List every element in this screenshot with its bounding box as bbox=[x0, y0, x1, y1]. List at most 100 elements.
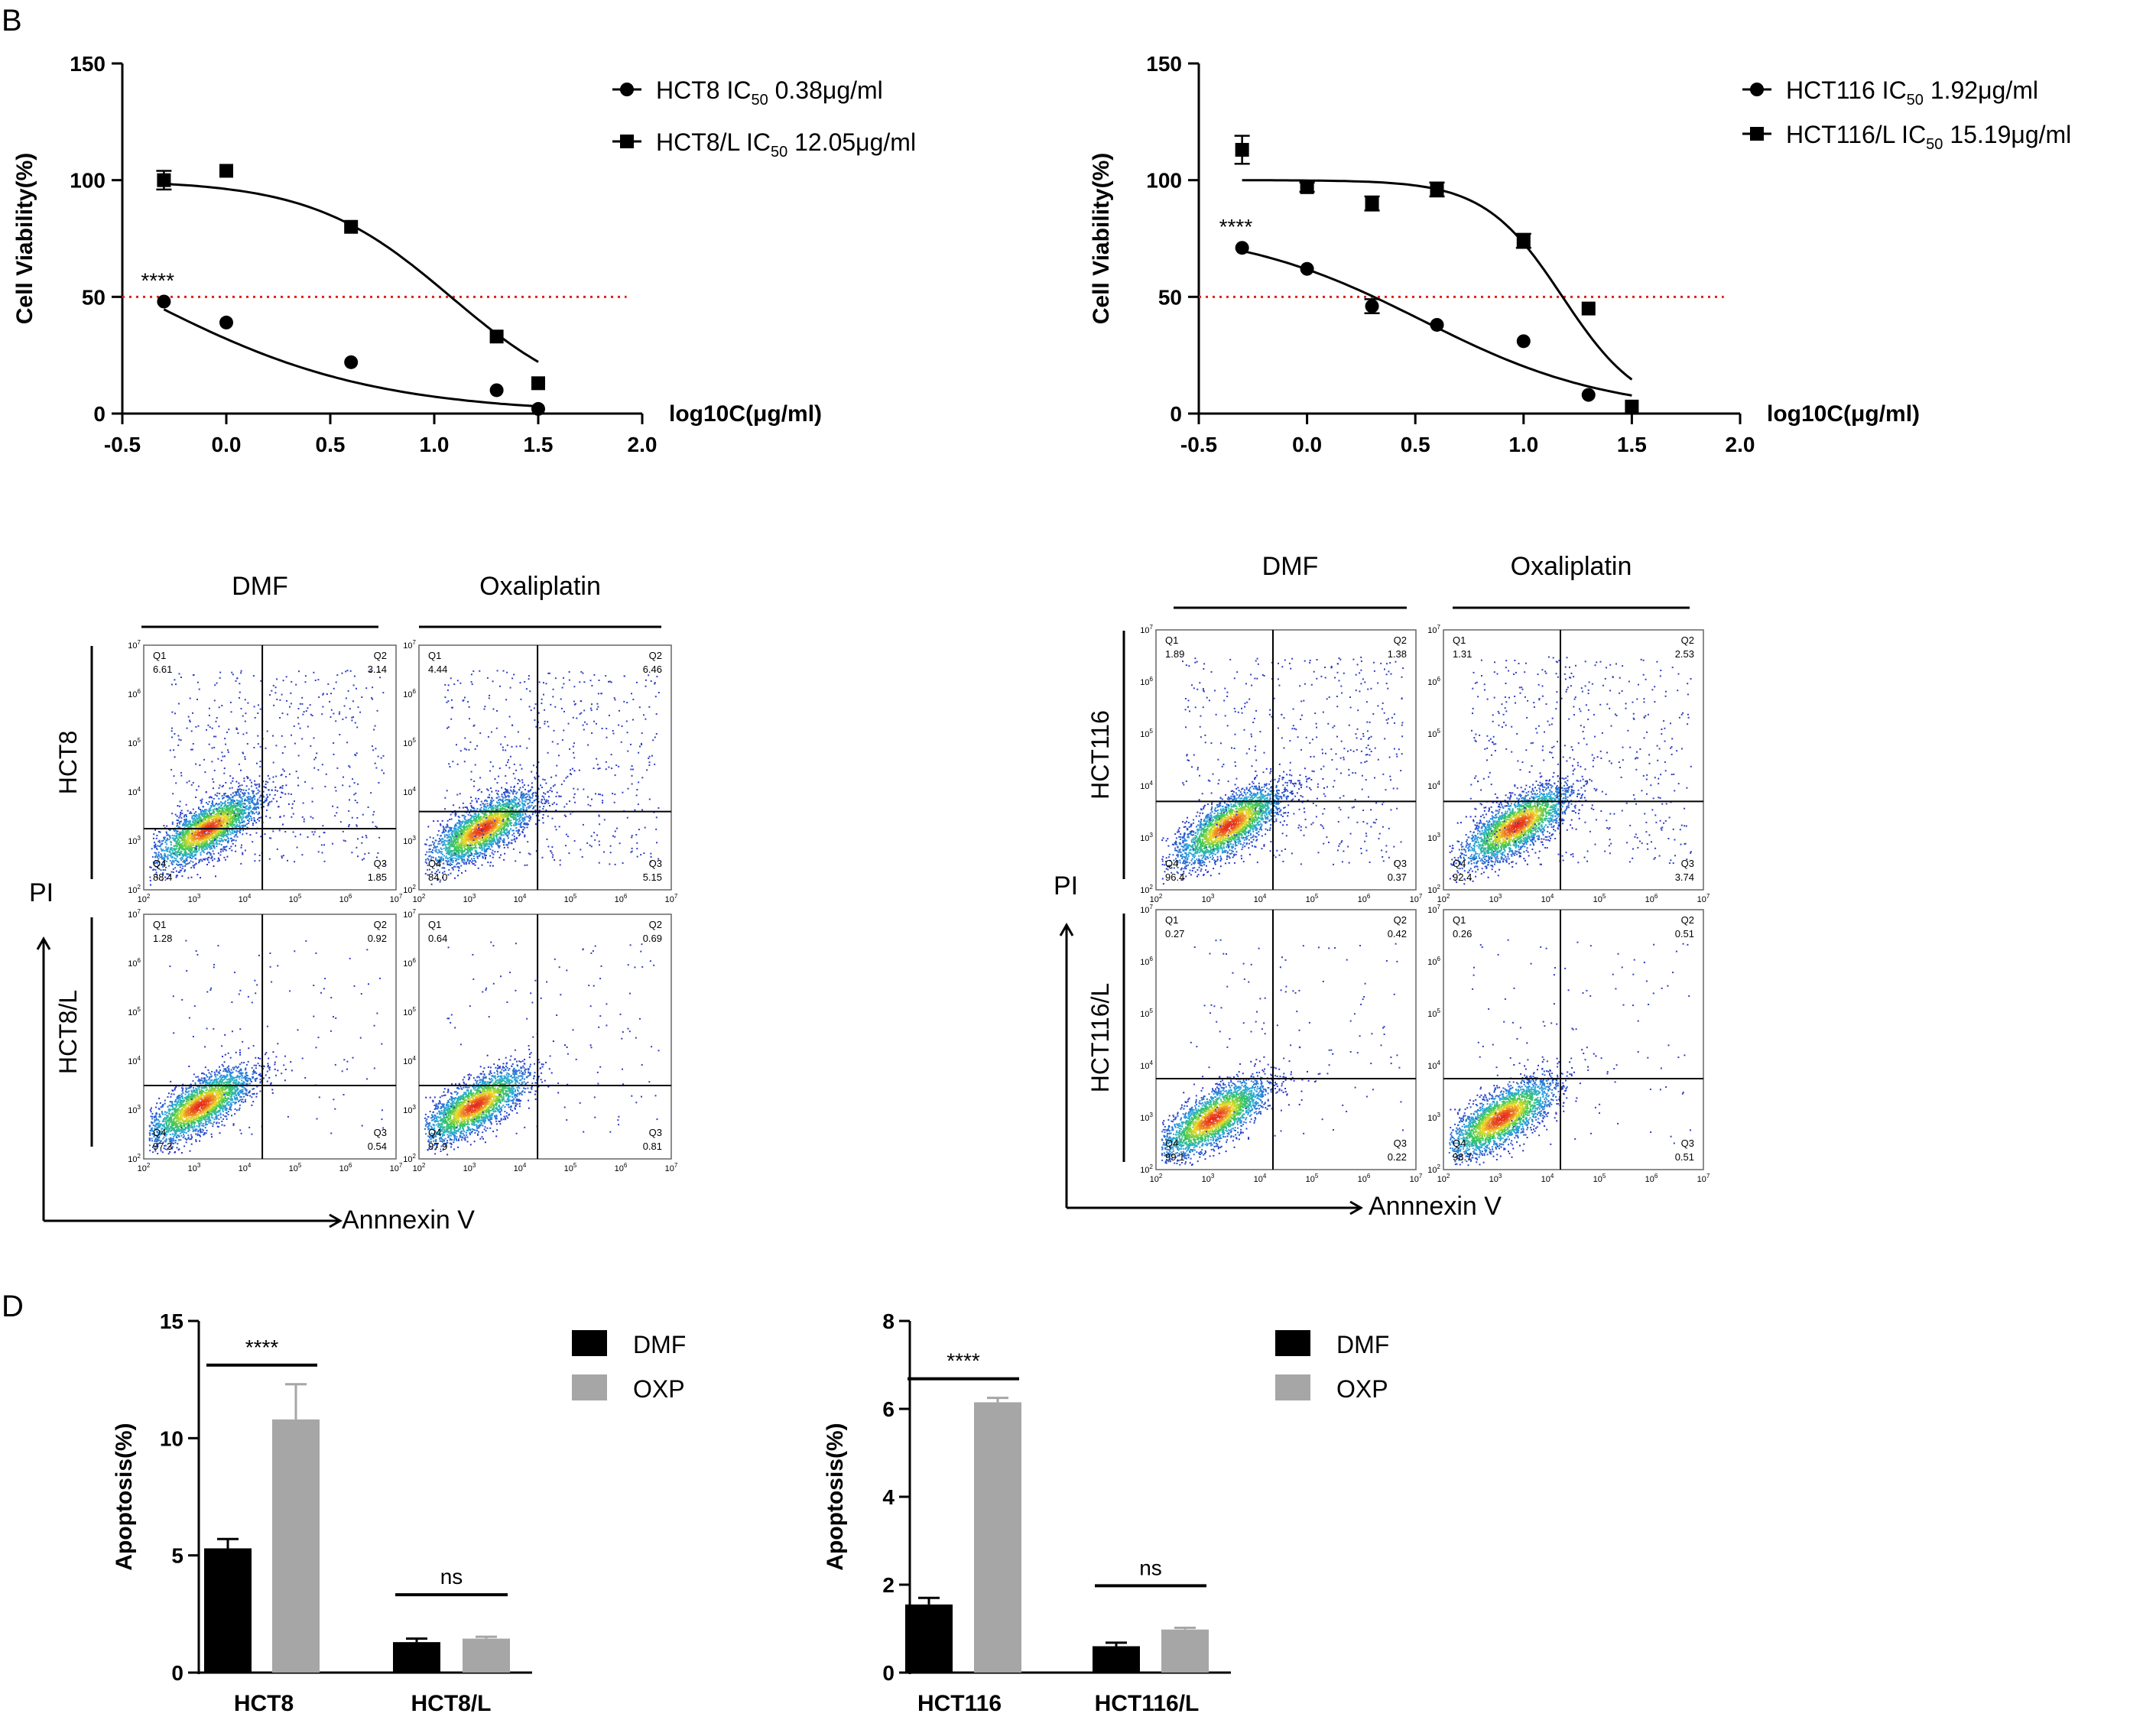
event-dot bbox=[226, 809, 228, 810]
event-dot bbox=[322, 764, 323, 765]
event-dot bbox=[229, 848, 230, 849]
event-dot bbox=[305, 675, 307, 677]
event-dot bbox=[264, 801, 265, 803]
event-dot bbox=[195, 832, 196, 833]
event-dot bbox=[211, 842, 213, 843]
event-dot bbox=[219, 787, 220, 789]
event-dot bbox=[232, 830, 234, 832]
event-dot bbox=[183, 871, 185, 872]
event-dot bbox=[432, 841, 433, 842]
annexin-axis-label: Annnexin V bbox=[342, 1206, 475, 1235]
event-dot bbox=[232, 821, 233, 823]
event-dot bbox=[191, 850, 193, 852]
event-dot bbox=[176, 841, 177, 842]
event-dot bbox=[174, 733, 175, 735]
event-dot bbox=[219, 813, 220, 814]
event-dot bbox=[225, 782, 226, 784]
event-dot bbox=[205, 837, 206, 839]
event-dot bbox=[252, 841, 253, 842]
event-dot bbox=[258, 790, 259, 791]
event-dot bbox=[373, 729, 375, 731]
event-dot bbox=[218, 822, 219, 823]
event-dot bbox=[169, 855, 170, 856]
event-dot bbox=[171, 813, 173, 814]
event-dot bbox=[200, 823, 201, 824]
legend-series-name: HCT116 IC bbox=[1786, 76, 1907, 104]
event-dot bbox=[291, 703, 292, 704]
event-dot bbox=[215, 794, 216, 796]
event-dot bbox=[217, 820, 219, 822]
event-dot bbox=[242, 816, 244, 817]
event-dot bbox=[343, 831, 344, 832]
event-dot bbox=[161, 843, 163, 845]
event-dot bbox=[298, 755, 300, 757]
event-dot bbox=[222, 819, 224, 821]
event-dot bbox=[340, 821, 342, 823]
event-dot bbox=[177, 875, 178, 876]
event-dot bbox=[228, 815, 229, 816]
event-dot bbox=[256, 787, 258, 789]
event-dot bbox=[166, 843, 167, 845]
event-dot bbox=[378, 756, 379, 758]
event-dot bbox=[280, 797, 281, 798]
event-dot bbox=[291, 807, 293, 809]
event-dot bbox=[149, 877, 151, 878]
event-dot bbox=[345, 840, 346, 842]
y-tick-label: 50 bbox=[82, 285, 106, 309]
event-dot bbox=[348, 826, 349, 827]
event-dot bbox=[258, 743, 259, 745]
event-dot bbox=[273, 777, 274, 778]
event-dot bbox=[221, 805, 222, 806]
event-dot bbox=[218, 725, 219, 727]
event-dot bbox=[375, 826, 376, 827]
event-dot bbox=[175, 814, 177, 816]
event-dot bbox=[246, 785, 248, 787]
event-dot bbox=[219, 706, 220, 708]
event-dot bbox=[495, 790, 497, 791]
event-dot bbox=[222, 815, 224, 816]
event-dot bbox=[231, 711, 232, 712]
event-dot bbox=[252, 823, 254, 824]
event-dot bbox=[175, 683, 177, 685]
event-dot bbox=[326, 774, 327, 775]
event-dot bbox=[191, 784, 193, 786]
event-dot bbox=[212, 803, 213, 805]
event-dot bbox=[336, 674, 338, 676]
y-tick-label: 100 bbox=[70, 169, 106, 193]
event-dot bbox=[187, 860, 188, 862]
event-dot bbox=[180, 817, 182, 819]
event-dot bbox=[178, 703, 180, 705]
event-dot bbox=[193, 838, 195, 839]
event-dot bbox=[245, 803, 246, 805]
event-dot bbox=[177, 833, 179, 835]
event-dot bbox=[352, 700, 354, 702]
event-dot bbox=[289, 706, 291, 708]
event-dot bbox=[315, 680, 317, 681]
event-dot bbox=[157, 845, 158, 847]
event-dot bbox=[254, 860, 255, 862]
event-dot bbox=[211, 761, 213, 762]
event-dot bbox=[238, 800, 239, 802]
event-dot bbox=[521, 779, 523, 780]
legend-subscript: 50 bbox=[1907, 92, 1924, 109]
event-dot bbox=[180, 866, 181, 868]
event-dot bbox=[207, 832, 209, 834]
event-dot bbox=[219, 820, 220, 822]
event-dot bbox=[226, 796, 227, 797]
event-dot bbox=[189, 832, 190, 834]
legend-label: DMF bbox=[1336, 1331, 1389, 1358]
event-dot bbox=[534, 805, 536, 806]
event-dot bbox=[186, 852, 187, 854]
legend-label: DMF bbox=[633, 1331, 686, 1358]
event-dot bbox=[213, 853, 215, 855]
category-label: HCT8 bbox=[234, 1691, 294, 1716]
event-dot bbox=[203, 852, 205, 853]
event-dot bbox=[286, 700, 287, 702]
event-dot bbox=[163, 837, 164, 839]
event-dot bbox=[213, 835, 215, 836]
event-dot bbox=[242, 829, 244, 831]
event-dot bbox=[287, 860, 288, 862]
event-dot bbox=[235, 813, 237, 814]
tick-base: 10 bbox=[390, 895, 399, 904]
event-dot bbox=[213, 810, 214, 811]
